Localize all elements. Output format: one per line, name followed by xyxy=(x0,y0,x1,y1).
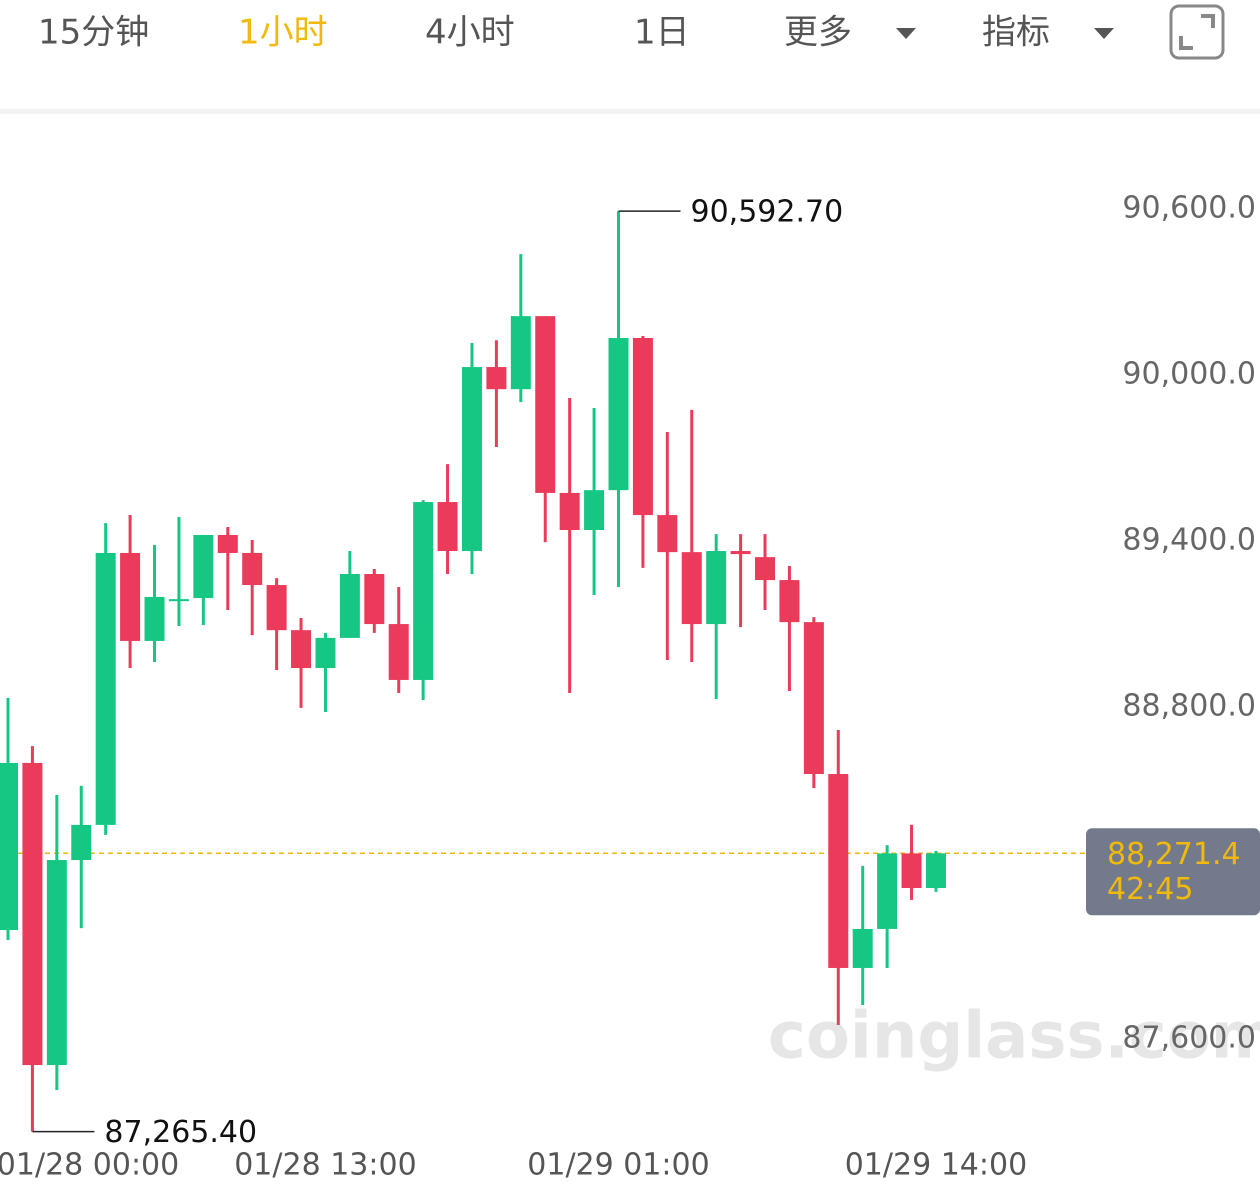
tab-label[interactable]: 1小时 xyxy=(238,13,328,53)
candle-body xyxy=(46,860,67,1066)
candle-body xyxy=(95,552,116,825)
candle-body xyxy=(22,762,43,1066)
candle-body xyxy=(217,534,238,553)
candle-body xyxy=(706,551,727,625)
candle-body xyxy=(877,853,898,929)
candle-body xyxy=(120,552,141,641)
tab-label[interactable]: 4小时 xyxy=(425,13,515,53)
candle-body xyxy=(925,853,946,888)
candle-body xyxy=(0,762,18,931)
x-tick-label: 01/28 13:00 xyxy=(234,1148,416,1183)
y-tick-label: 87,600.0 xyxy=(1122,1021,1256,1056)
tab-label[interactable]: 15分钟 xyxy=(38,13,149,53)
candle-body xyxy=(559,492,580,530)
candle-body xyxy=(852,928,873,968)
y-tick-label: 90,000.0 xyxy=(1122,357,1256,392)
candle-body xyxy=(144,596,165,641)
countdown: 42:45 xyxy=(1107,872,1193,907)
low-label: 87,265.40 xyxy=(104,1115,257,1150)
candle-body xyxy=(168,599,189,602)
watermark: coinglass.com xyxy=(768,1000,1260,1074)
candle-body xyxy=(584,490,605,530)
last-price-label: 88,271.4 xyxy=(1107,837,1241,872)
price-badge xyxy=(1086,828,1260,916)
candle-body xyxy=(901,853,922,888)
separator xyxy=(0,109,1260,114)
candle-body xyxy=(339,573,360,638)
candle-body xyxy=(437,502,458,552)
y-tick-label: 89,400.0 xyxy=(1122,523,1256,558)
x-tick-label: 01/28 00:00 xyxy=(0,1148,179,1183)
candle-body xyxy=(461,367,482,552)
high-label: 90,592.70 xyxy=(691,195,844,230)
tab-label[interactable]: 1日 xyxy=(634,13,690,53)
candle-body xyxy=(535,316,556,493)
candle-body xyxy=(803,622,824,775)
candle-body xyxy=(315,637,336,669)
candle-body xyxy=(779,580,800,623)
candle-body xyxy=(486,367,507,390)
candle-body xyxy=(681,552,702,625)
candle-body xyxy=(364,573,385,625)
dropdown-arrow xyxy=(896,28,916,39)
x-tick-label: 01/29 14:00 xyxy=(845,1148,1027,1183)
dropdown-arrow xyxy=(1094,28,1114,39)
candle-body xyxy=(388,624,409,680)
candle-body xyxy=(413,502,434,680)
candle-body xyxy=(608,337,629,491)
candle-body xyxy=(632,337,653,516)
candle-body xyxy=(193,534,214,599)
fullscreen-button[interactable] xyxy=(1169,4,1225,60)
candle-body xyxy=(291,630,312,669)
candle-body xyxy=(755,557,776,581)
candle-body xyxy=(510,316,531,390)
candle-body xyxy=(730,551,751,555)
fullscreen-icon xyxy=(1179,14,1215,50)
candle-body xyxy=(242,552,263,586)
y-tick-label: 88,800.0 xyxy=(1122,689,1256,724)
y-tick-label: 90,600.0 xyxy=(1122,191,1256,226)
candle-body xyxy=(71,824,92,861)
x-tick-label: 01/29 01:00 xyxy=(527,1148,709,1183)
candle-body xyxy=(266,585,287,631)
tab-label[interactable]: 指标 xyxy=(982,13,1050,53)
candle-body xyxy=(828,774,849,968)
tab-label[interactable]: 更多 xyxy=(784,13,852,53)
candle-body xyxy=(657,515,678,553)
